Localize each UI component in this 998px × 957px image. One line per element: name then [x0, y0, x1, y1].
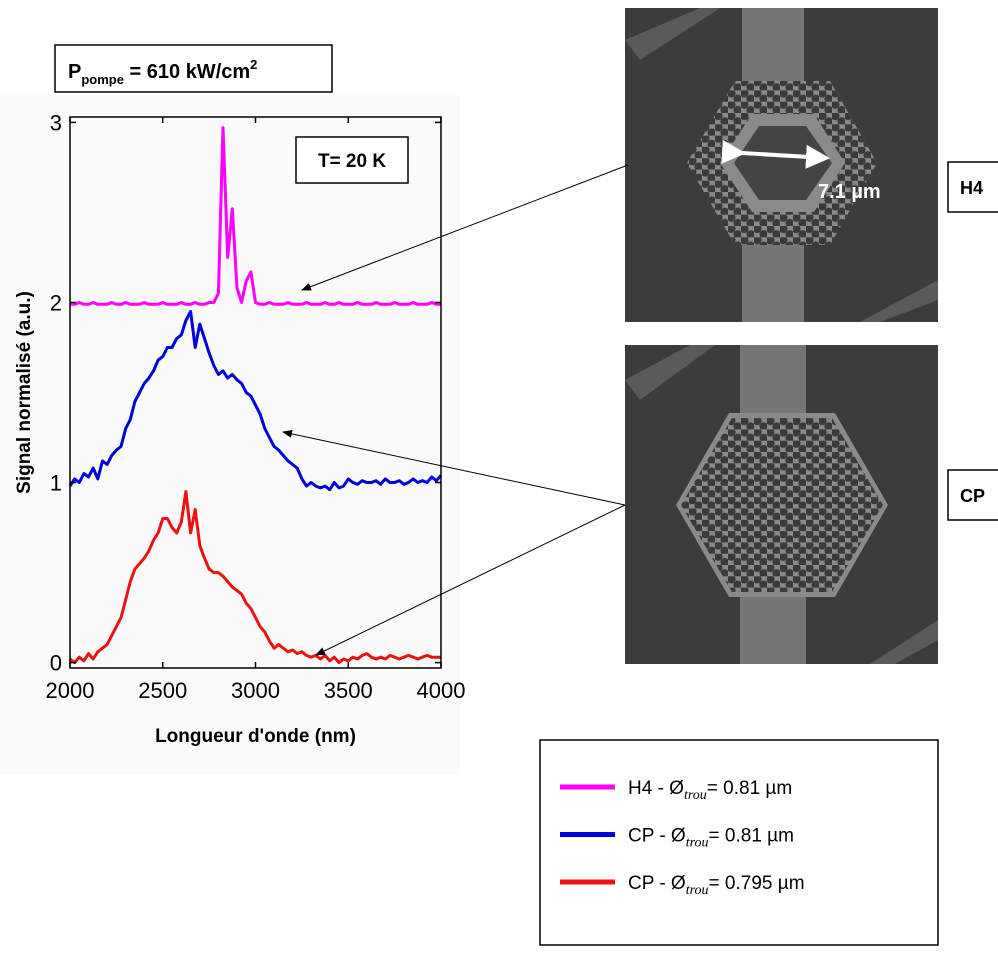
y-tick-label: 3 [50, 110, 62, 135]
x-tick-label: 2000 [46, 678, 95, 703]
pump-box [54, 44, 333, 93]
x-tick-label: 2500 [138, 678, 187, 703]
x-tick-label: 4000 [417, 678, 466, 703]
y-tick-label: 2 [50, 290, 62, 315]
y-axis-label: Signal normalisé (a.u.) [14, 291, 35, 494]
temperature-label: T= 20 K [318, 151, 386, 172]
scale-label: 7.1 µm [818, 181, 881, 203]
legend-name: H4 - Ø [628, 778, 684, 799]
legend-subscript: trou [686, 836, 709, 851]
arrow [315, 504, 626, 656]
plot-background [0, 95, 460, 775]
legend-name: CP - Ø [628, 873, 686, 894]
legend-subscript: trou [686, 883, 709, 898]
pump-text: P [68, 61, 81, 83]
legend-label: H4 - Øtrou= 0.81 µm [628, 778, 792, 803]
x-tick-label: 3000 [231, 678, 280, 703]
line-series [68, 310, 443, 492]
legend [539, 739, 939, 946]
legend-subscript: trou [684, 788, 707, 803]
line-series [70, 126, 441, 306]
pump-superscript: 2 [250, 57, 257, 72]
legend-name: CP - Ø [628, 826, 686, 847]
legend-suffix: = 0.795 µm [709, 873, 805, 894]
legend-label: CP - Øtrou= 0.81 µm [628, 826, 794, 851]
sem-image-cp [625, 345, 938, 664]
temperature-box [295, 136, 409, 184]
line-series [69, 490, 441, 665]
cp-box [947, 469, 998, 521]
arrow [282, 429, 626, 506]
pump-subscript: pompe [81, 72, 124, 87]
sem-image-h4: 7.1 µm [625, 8, 938, 322]
pump-label: Ppompe = 610 kW/cm2 [68, 57, 257, 87]
y-tick-label: 1 [50, 471, 62, 496]
x-axis-label: Longueur d'onde (nm) [155, 726, 356, 747]
plot: 2000 2500 3000 3500 4000 0 1 2 3 Longueur d'onde … [14, 110, 465, 747]
y-tick-label: 0 [50, 651, 62, 676]
h4-box [947, 161, 998, 213]
cp-label: CP [960, 486, 985, 506]
arrow [301, 164, 629, 291]
h4-label: H4 [960, 178, 983, 198]
legend-suffix: = 0.81 µm [709, 826, 794, 847]
legend-suffix: = 0.81 µm [707, 778, 792, 799]
pump-suffix: = 610 kW/cm [124, 61, 250, 83]
legend-label: CP - Øtrou= 0.795 µm [628, 873, 805, 898]
x-tick-label: 3500 [324, 678, 373, 703]
